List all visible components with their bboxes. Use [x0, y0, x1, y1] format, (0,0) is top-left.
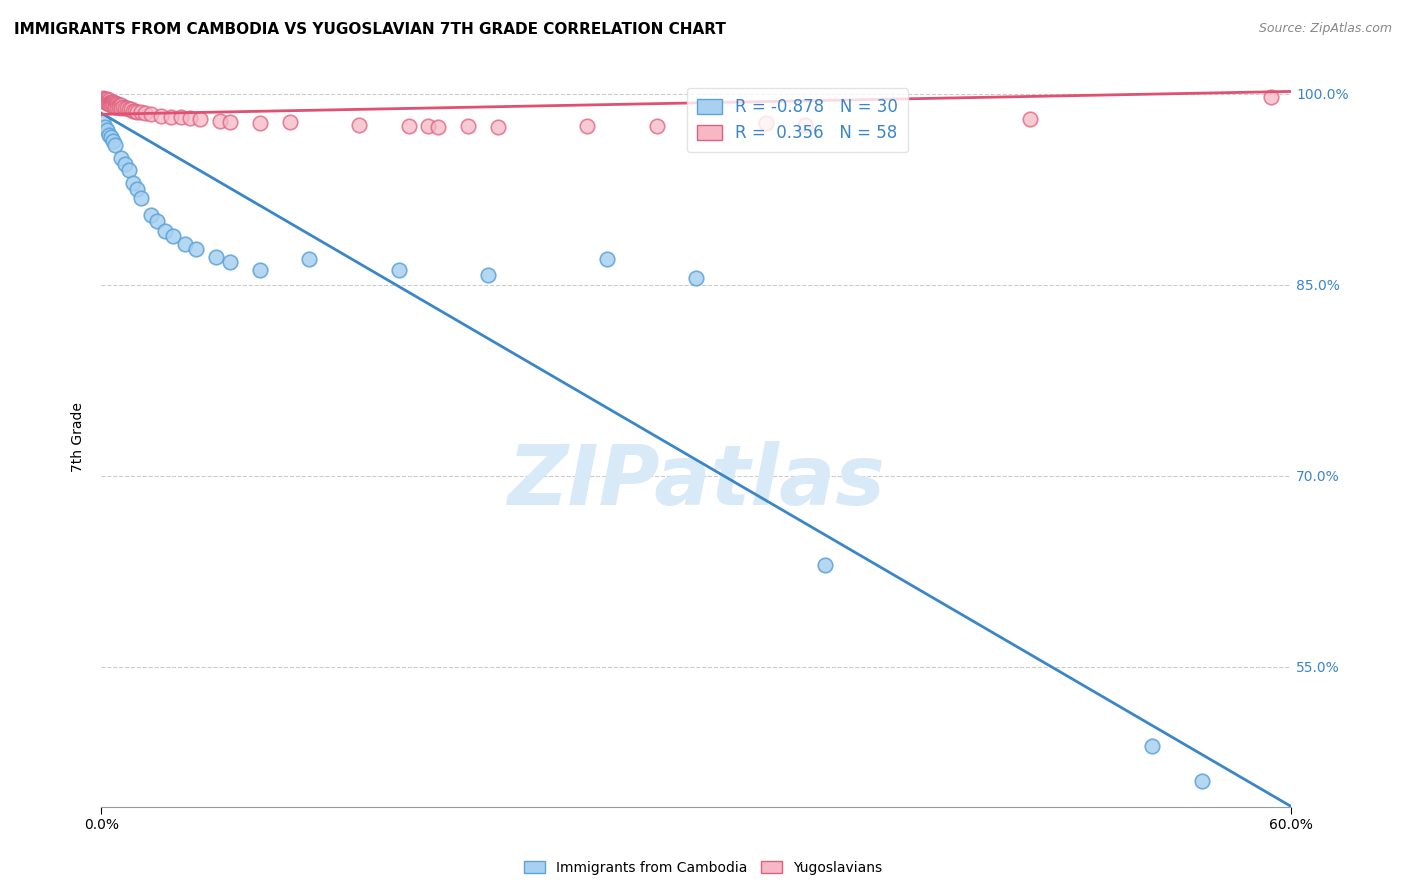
Point — [134, 106, 156, 120]
Legend: Immigrants from Cambodia, Yugoslavians: Immigrants from Cambodia, Yugoslavians — [519, 855, 887, 880]
Point — [298, 252, 321, 267]
Point — [110, 101, 132, 115]
Point — [110, 98, 132, 112]
Point — [190, 112, 212, 127]
Point — [112, 100, 135, 114]
Point — [91, 93, 114, 107]
Point — [96, 122, 118, 136]
Point — [108, 100, 131, 114]
Point — [457, 119, 479, 133]
Point — [179, 111, 201, 125]
Point — [100, 97, 122, 112]
Point — [398, 119, 420, 133]
Point — [278, 115, 301, 129]
Point — [108, 98, 131, 112]
Point — [100, 95, 122, 110]
Point — [645, 119, 668, 133]
Point — [98, 97, 121, 112]
Point — [110, 151, 132, 165]
Point — [219, 255, 242, 269]
Point — [145, 214, 167, 228]
Point — [100, 130, 122, 145]
Text: ZIPatlas: ZIPatlas — [508, 442, 886, 523]
Point — [100, 98, 122, 112]
Point — [219, 115, 242, 129]
Text: IMMIGRANTS FROM CAMBODIA VS YUGOSLAVIAN 7TH GRADE CORRELATION CHART: IMMIGRANTS FROM CAMBODIA VS YUGOSLAVIAN … — [14, 22, 725, 37]
Point — [1260, 89, 1282, 103]
Point — [755, 116, 778, 130]
Point — [94, 120, 117, 134]
Point — [209, 113, 232, 128]
Point — [814, 558, 837, 572]
Point — [486, 120, 509, 134]
Point — [162, 229, 184, 244]
Point — [122, 103, 145, 118]
Point — [104, 137, 127, 152]
Point — [347, 118, 370, 132]
Point — [101, 95, 124, 109]
Point — [129, 191, 152, 205]
Point — [100, 95, 122, 109]
Point — [205, 250, 228, 264]
Point — [101, 134, 124, 148]
Point — [1018, 112, 1040, 127]
Point — [139, 208, 162, 222]
Point — [477, 268, 499, 282]
Point — [153, 224, 176, 238]
Point — [169, 110, 191, 124]
Point — [101, 98, 124, 112]
Point — [98, 95, 121, 110]
Point — [159, 110, 181, 124]
Point — [125, 182, 148, 196]
Point — [139, 107, 162, 121]
Point — [101, 97, 124, 112]
Point — [118, 163, 141, 178]
Point — [125, 104, 148, 119]
Point — [118, 102, 141, 116]
Point — [418, 119, 440, 133]
Point — [427, 120, 450, 134]
Point — [105, 100, 128, 114]
Point — [105, 97, 128, 112]
Point — [122, 176, 145, 190]
Point — [576, 119, 599, 133]
Point — [149, 109, 172, 123]
Point — [96, 95, 118, 109]
Point — [1191, 774, 1213, 789]
Point — [124, 103, 146, 118]
Point — [91, 91, 114, 105]
Point — [91, 115, 114, 129]
Point — [249, 116, 271, 130]
Point — [114, 157, 136, 171]
Point — [115, 101, 138, 115]
Point — [173, 237, 195, 252]
Point — [1142, 739, 1164, 753]
Point — [104, 100, 127, 114]
Point — [129, 104, 152, 119]
Point — [94, 92, 117, 106]
Point — [388, 262, 411, 277]
Point — [114, 101, 136, 115]
Point — [98, 93, 121, 107]
Point — [94, 95, 117, 109]
Point — [104, 98, 127, 112]
Point — [249, 262, 271, 277]
Point — [96, 92, 118, 106]
Point — [794, 118, 817, 132]
Point — [104, 95, 127, 110]
Point — [120, 102, 142, 116]
Text: Source: ZipAtlas.com: Source: ZipAtlas.com — [1258, 22, 1392, 36]
Point — [98, 128, 121, 142]
Point — [596, 252, 619, 267]
Y-axis label: 7th Grade: 7th Grade — [72, 402, 86, 473]
Point — [96, 95, 118, 110]
Legend: R = -0.878   N = 30, R =  0.356   N = 58: R = -0.878 N = 30, R = 0.356 N = 58 — [688, 88, 908, 153]
Point — [685, 271, 707, 285]
Point — [186, 242, 208, 256]
